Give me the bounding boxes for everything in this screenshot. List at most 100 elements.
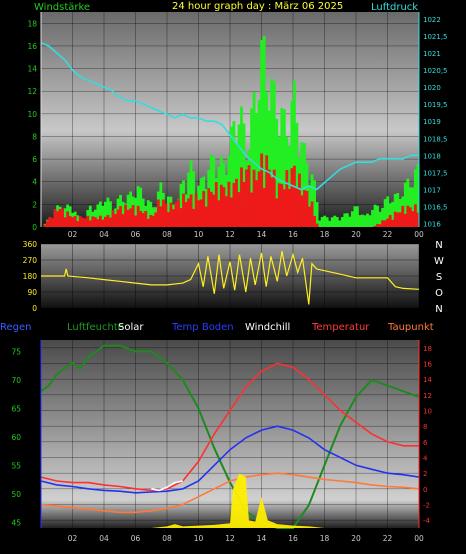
gust-bar (386, 196, 390, 227)
wind-bar (224, 196, 228, 227)
wind-bar (56, 211, 59, 227)
y-right-tick-label: 10 (423, 408, 432, 416)
series-line-taupunkt (40, 472, 420, 514)
y-left-tick-label: 16 (27, 42, 37, 51)
wind-bar (250, 192, 253, 227)
gust-bar (167, 196, 170, 227)
wind-bar (73, 215, 77, 227)
wind-bar (169, 202, 173, 227)
wind-bar (121, 214, 125, 227)
wind-bar (398, 212, 402, 227)
wind-bar (267, 169, 271, 227)
y-tick-label: 0 (32, 304, 37, 313)
wind-bar (245, 169, 248, 227)
gust-bar (257, 100, 261, 227)
gust-bar (340, 217, 344, 227)
wind-bar (293, 165, 296, 227)
wind-bar (214, 182, 218, 227)
wind-bar (167, 212, 170, 227)
y-right-tick-label: 1020 (423, 84, 441, 92)
compass-label: N (435, 304, 442, 315)
y-tick-label: 270 (23, 256, 38, 265)
wind-bar (242, 182, 246, 227)
gust-bar (343, 213, 347, 227)
y-left-tick-label: 6 (32, 155, 37, 164)
legend-item: Windchill (245, 322, 290, 333)
wind-bar (411, 211, 415, 227)
y-tick-label: 180 (23, 272, 38, 281)
compass-label: N (435, 240, 442, 251)
gust-bar (408, 187, 412, 227)
compass-label: O (435, 288, 443, 299)
wind-bar (257, 171, 261, 227)
gust-bar (330, 217, 334, 227)
wind-bar (416, 212, 420, 227)
header-left-label: Windstärke (34, 2, 90, 13)
wind-bar (58, 208, 62, 227)
gust-bar (293, 81, 296, 227)
gust-bar (240, 106, 243, 227)
x-tick-label: 08 (162, 534, 172, 543)
gust-bar (280, 107, 284, 227)
wind-bar (204, 206, 208, 227)
gust-bar (318, 220, 322, 227)
wind-bar (265, 155, 269, 227)
wind-bar (295, 187, 299, 227)
y-right-tick-label: 6 (423, 439, 428, 447)
wind-bar (270, 177, 274, 227)
y-right-tick-label: 0 (423, 486, 427, 494)
gust-bar (356, 206, 359, 227)
gust-bar (411, 187, 415, 227)
y-right-tick-label: 1017 (423, 186, 441, 194)
wind-bar (240, 167, 243, 227)
wind-bar (222, 187, 226, 227)
gust-bar (272, 81, 276, 228)
x-tick-label: 14 (257, 534, 267, 543)
wind-bar (202, 191, 206, 227)
gust-bar (320, 217, 324, 227)
series-line-luftfeuchte (40, 344, 420, 529)
series-line-windchill (151, 480, 183, 492)
wind-bar (373, 225, 377, 227)
gust-bar (371, 209, 374, 227)
wind-bar (174, 202, 178, 227)
gust-bar (217, 166, 221, 227)
wind-bar (303, 190, 306, 227)
wind-bar (119, 206, 122, 227)
gust-bar (361, 214, 364, 227)
wind-bar (63, 217, 67, 227)
legend-item: Solar (118, 322, 144, 333)
legend-item: Temp Boden (171, 322, 234, 333)
wind-bar (255, 180, 259, 227)
gust-bar (179, 184, 183, 227)
header-right-label: Luftdruck (371, 2, 418, 13)
y-right-tick-label: 1016,5 (423, 204, 448, 212)
wind-bar (101, 219, 105, 227)
wind-bar (51, 218, 54, 227)
gust-bar (323, 215, 327, 227)
x-tick-label: 04 (99, 534, 109, 543)
gust-bar (270, 78, 274, 227)
wind-bar (280, 184, 284, 227)
x-tick-label: 16 (288, 230, 298, 239)
y-left-tick-label: 2 (32, 200, 37, 209)
gust-bar (104, 201, 107, 227)
gust-bar (300, 142, 304, 227)
wind-bar (388, 215, 392, 227)
wind-bar (305, 190, 309, 227)
legend-item: Taupunkt (387, 322, 434, 333)
x-tick-label: 00 (414, 534, 424, 543)
gust-bar (406, 178, 410, 227)
wind-bar (383, 220, 387, 227)
wind-bar (48, 216, 52, 227)
wind-bar (298, 173, 301, 227)
gust-bar (267, 110, 271, 227)
x-tick-label: 12 (225, 534, 235, 543)
wind-bar (154, 212, 158, 227)
x-tick-label: 16 (288, 534, 298, 543)
wind-bar (86, 215, 90, 227)
wind-bar (71, 217, 75, 227)
y-right-tick-label: 1019 (423, 118, 441, 126)
